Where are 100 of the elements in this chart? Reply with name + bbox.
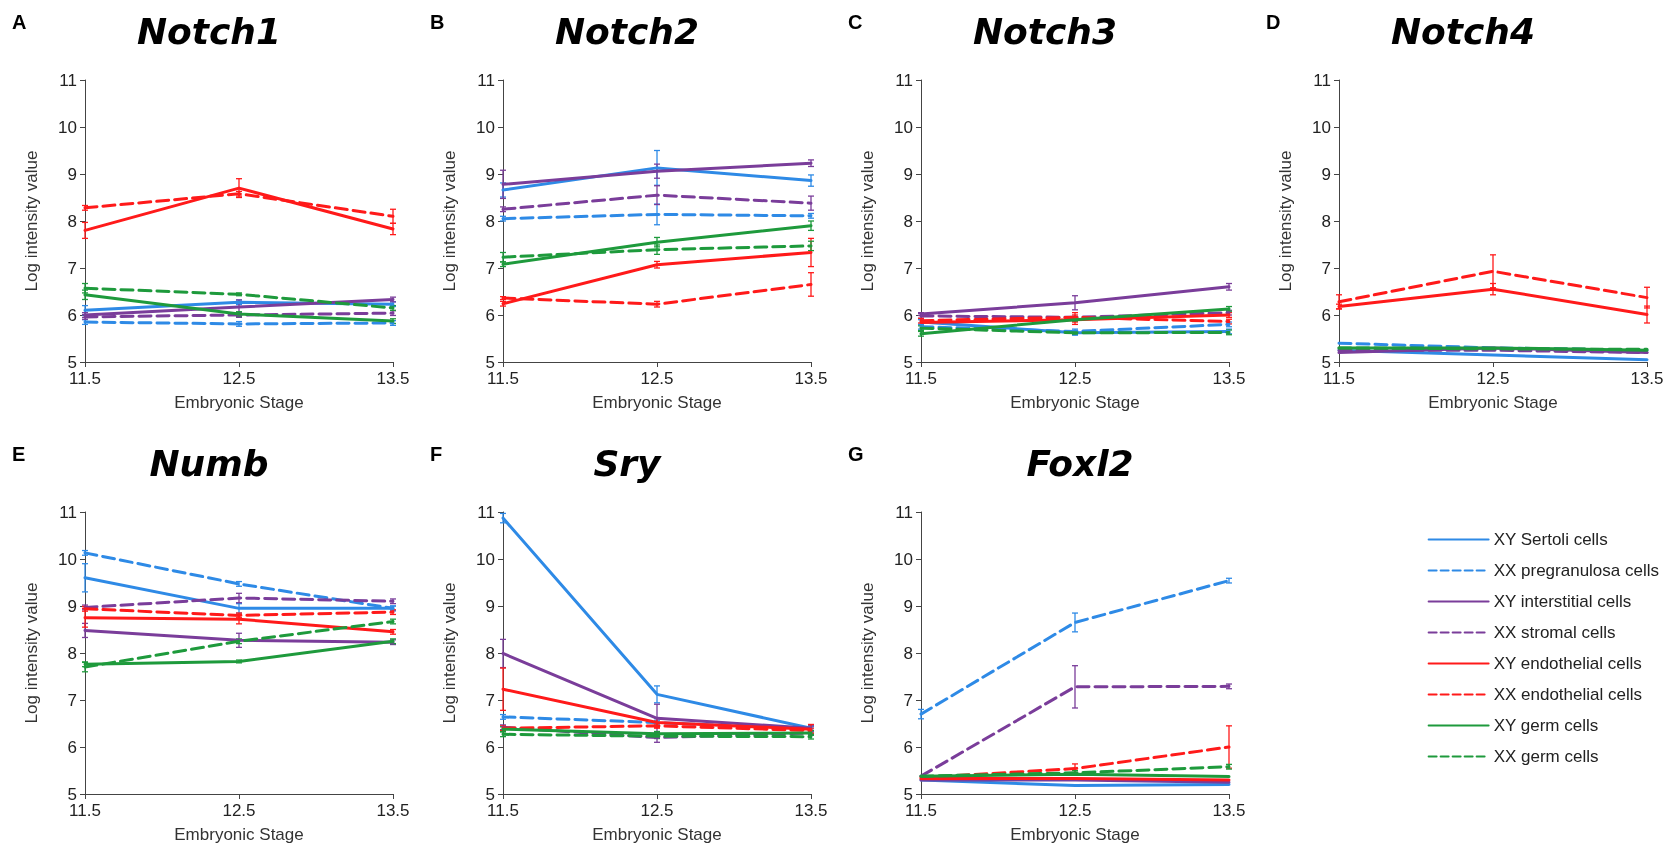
x-axis-title: Embryonic Stage (592, 393, 722, 412)
y-tick-label: 8 (67, 643, 77, 663)
y-tick-label: 10 (1312, 117, 1331, 137)
y-tick-label: 9 (903, 164, 913, 184)
x-tick-label: 12.5 (640, 369, 674, 388)
y-tick-label: 7 (485, 690, 495, 710)
y-tick-label: 9 (67, 164, 77, 184)
legend-label: XY Sertoli cells (1493, 530, 1608, 549)
y-tick-label: 10 (894, 549, 913, 569)
chart-title: Notch1 (136, 10, 282, 52)
text: G (848, 443, 864, 465)
y-tick-label: 5 (485, 352, 495, 372)
x-tick-label: 11.5 (905, 369, 937, 388)
y-tick-label: 5 (903, 784, 913, 804)
y-tick-label: 6 (485, 305, 495, 325)
y-tick-label: 8 (67, 211, 77, 231)
text: A (12, 11, 27, 33)
x-tick-label: 13.5 (1630, 369, 1664, 388)
text: F (430, 443, 443, 465)
x-tick-label: 12.5 (222, 801, 256, 820)
y-tick-label: 11 (59, 502, 77, 522)
y-tick-label: 11 (1313, 70, 1331, 90)
y-tick-label: 6 (485, 737, 495, 757)
y-tick-label: 7 (67, 258, 77, 278)
x-tick-label: 11.5 (69, 801, 101, 820)
text: B (430, 11, 445, 33)
y-axis-title: Log intensity value (858, 582, 877, 724)
x-tick-label: 13.5 (376, 369, 410, 388)
x-axis-title: Embryonic Stage (1010, 393, 1140, 412)
y-tick-label: 11 (477, 502, 495, 522)
chart-title: Notch4 (1390, 10, 1536, 52)
y-tick-label: 9 (485, 596, 495, 616)
x-tick-label: 12.5 (1476, 369, 1510, 388)
y-tick-label: 11 (895, 70, 913, 90)
legend-label: XY germ cells (1493, 716, 1599, 735)
y-tick-label: 5 (67, 352, 77, 372)
x-tick-label: 12.5 (640, 801, 674, 820)
y-tick-label: 7 (485, 258, 495, 278)
text: D (1266, 11, 1281, 33)
x-tick-label: 12.5 (1058, 801, 1092, 820)
x-tick-label: 13.5 (1212, 369, 1246, 388)
legend-label: XX pregranulosa cells (1493, 561, 1660, 580)
legend-label: XX germ cells (1493, 747, 1599, 766)
chart-title: Notch2 (554, 10, 700, 52)
x-tick-label: 11.5 (905, 801, 937, 820)
y-tick-label: 7 (1321, 258, 1331, 278)
x-tick-label: 11.5 (487, 801, 519, 820)
chart-title: Sry (593, 442, 663, 484)
y-tick-label: 5 (485, 784, 495, 804)
legend-label: XY interstitial cells (1493, 592, 1632, 611)
legend-label: XY endothelial cells (1493, 654, 1642, 673)
legend-label: XX endothelial cells (1493, 685, 1643, 704)
text: C (848, 11, 863, 33)
y-tick-label: 11 (59, 70, 77, 90)
y-tick-label: 7 (67, 690, 77, 710)
y-tick-label: 5 (903, 352, 913, 372)
x-tick-label: 11.5 (1323, 369, 1355, 388)
x-axis-title: Embryonic Stage (1010, 825, 1140, 844)
text: E (12, 443, 26, 465)
y-tick-label: 9 (67, 596, 77, 616)
y-tick-label: 8 (485, 211, 495, 231)
y-tick-label: 10 (58, 549, 77, 569)
x-tick-label: 13.5 (1212, 801, 1246, 820)
chart-title: Foxl2 (1026, 442, 1134, 484)
x-tick-label: 12.5 (222, 369, 256, 388)
y-tick-label: 8 (903, 211, 913, 231)
x-axis-title: Embryonic Stage (174, 825, 304, 844)
x-axis-title: Embryonic Stage (174, 393, 304, 412)
y-axis-title: Log intensity value (440, 582, 459, 724)
y-tick-label: 9 (1321, 164, 1331, 184)
x-tick-label: 13.5 (376, 801, 410, 820)
y-tick-label: 11 (477, 70, 495, 90)
y-tick-label: 10 (476, 549, 495, 569)
y-tick-label: 10 (58, 117, 77, 137)
y-tick-label: 7 (903, 258, 913, 278)
x-tick-label: 13.5 (794, 801, 828, 820)
y-tick-label: 6 (903, 737, 913, 757)
y-tick-label: 6 (1321, 305, 1331, 325)
y-tick-label: 8 (903, 643, 913, 663)
y-tick-label: 6 (67, 305, 77, 325)
y-tick-label: 7 (903, 690, 913, 710)
y-tick-label: 11 (895, 502, 913, 522)
y-axis-title: Log intensity value (22, 582, 41, 724)
y-axis-title: Log intensity value (440, 150, 459, 292)
y-tick-label: 9 (903, 596, 913, 616)
y-tick-label: 6 (903, 305, 913, 325)
y-tick-label: 8 (1321, 211, 1331, 231)
legend-label: XX stromal cells (1493, 623, 1616, 642)
x-tick-label: 13.5 (794, 369, 828, 388)
y-tick-label: 10 (894, 117, 913, 137)
y-axis-title: Log intensity value (858, 150, 877, 292)
y-tick-label: 10 (476, 117, 495, 137)
x-axis-title: Embryonic Stage (1428, 393, 1558, 412)
x-axis-title: Embryonic Stage (592, 825, 722, 844)
y-tick-label: 5 (1321, 352, 1331, 372)
x-tick-label: 11.5 (69, 369, 101, 388)
y-axis-title: Log intensity value (22, 150, 41, 292)
x-tick-label: 12.5 (1058, 369, 1092, 388)
chart-title: Notch3 (972, 10, 1118, 52)
y-tick-label: 9 (485, 164, 495, 184)
